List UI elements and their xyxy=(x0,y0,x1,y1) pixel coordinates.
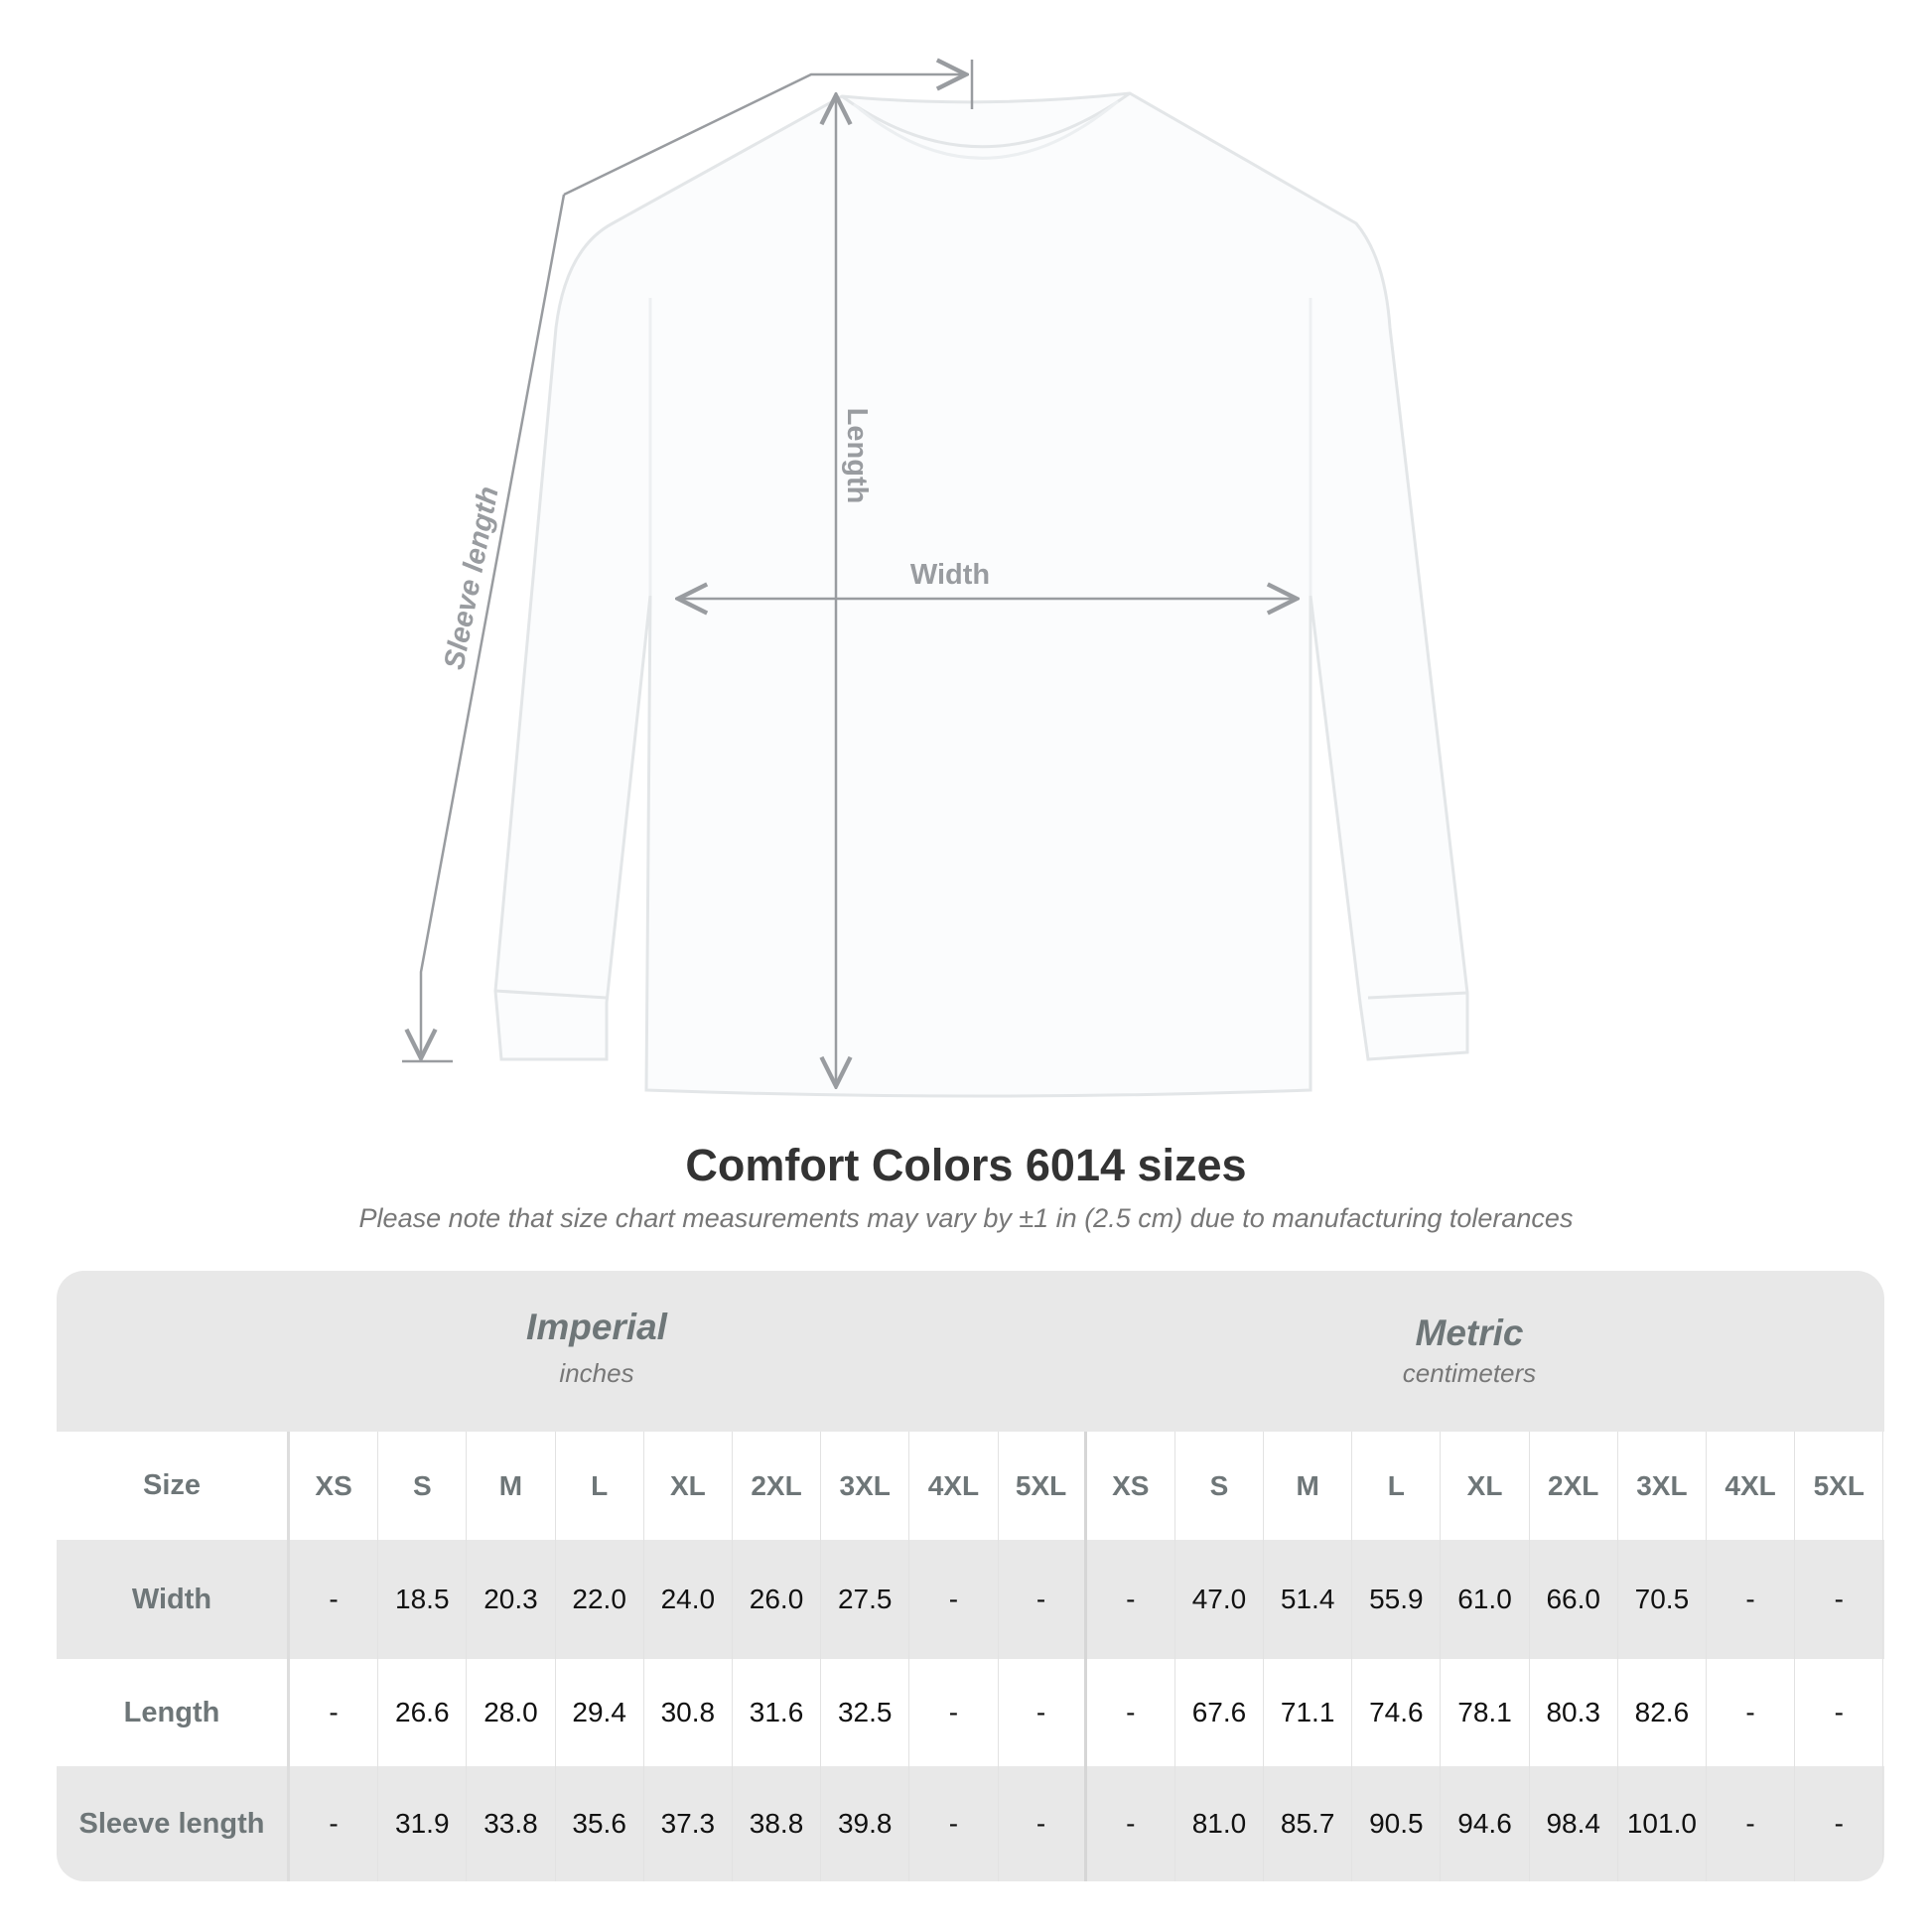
imperial-value-cell: 37.3 xyxy=(644,1766,733,1881)
metric-value-cell: - xyxy=(1707,1659,1796,1766)
table-row: Length -26.6 28.0 29.4 30.8 31.6 32.5- - -67.6 71… xyxy=(57,1659,1884,1766)
imperial-value-cell: 29.4 xyxy=(556,1659,644,1766)
imperial-value-cell: 31.6 xyxy=(733,1659,822,1766)
metric-value-cell: 82.6 xyxy=(1618,1659,1707,1766)
imperial-value-cell: 26.6 xyxy=(378,1659,468,1766)
imperial-value-cell: - xyxy=(290,1659,379,1766)
unit-header-band xyxy=(57,1271,1884,1432)
metric-value-cell: 81.0 xyxy=(1175,1766,1265,1881)
metric-value-cell: 80.3 xyxy=(1530,1659,1618,1766)
size-label: Size xyxy=(57,1432,290,1540)
size-header-metric-l: L xyxy=(1352,1432,1442,1540)
row-label: Width xyxy=(57,1540,290,1659)
size-header-imperial-4xl: 4XL xyxy=(909,1432,999,1540)
imperial-value-cell: - xyxy=(999,1659,1087,1766)
imperial-value-cell: 20.3 xyxy=(467,1540,556,1659)
imperial-value-cell: 28.0 xyxy=(467,1659,556,1766)
size-header-row: Size XS S M L XL 2XL 3XL 4XL 5XL XS S M L XL 2XL 3XL 4XL… xyxy=(57,1432,1884,1540)
imperial-value-cell: 31.9 xyxy=(378,1766,468,1881)
table-row: Sleeve length -31.9 33.8 35.6 37.3 38.8 39.8- -… xyxy=(57,1766,1884,1881)
size-table: Imperial inches Metric centimeters Size … xyxy=(57,1271,1884,1881)
metric-value-cell: 98.4 xyxy=(1530,1766,1618,1881)
metric-value-cell: - xyxy=(1087,1540,1175,1659)
metric-value-cell: 66.0 xyxy=(1530,1540,1618,1659)
metric-value-cell: - xyxy=(1795,1540,1884,1659)
shirt-image xyxy=(493,91,1469,1098)
sleeve-arrow xyxy=(421,194,566,1058)
size-header-imperial-5xl: 5XL xyxy=(999,1432,1087,1540)
size-header-metric-xs: XS xyxy=(1087,1432,1175,1540)
metric-unit: centimeters xyxy=(1402,1358,1537,1388)
imperial-unit: inches xyxy=(559,1358,634,1388)
metric-value-cell: 74.6 xyxy=(1352,1659,1442,1766)
size-header-imperial-l: L xyxy=(556,1432,644,1540)
metric-value-cell: - xyxy=(1087,1766,1175,1881)
size-header-imperial-s: S xyxy=(378,1432,468,1540)
imperial-value-cell: - xyxy=(290,1540,379,1659)
imperial-value-cell: - xyxy=(290,1766,379,1881)
imperial-value-cell: - xyxy=(999,1766,1087,1881)
metric-label: Metric xyxy=(1415,1312,1524,1353)
metric-value-cell: - xyxy=(1707,1766,1796,1881)
tolerance-note: Please note that size chart measurements… xyxy=(358,1203,1574,1233)
metric-value-cell: - xyxy=(1795,1659,1884,1766)
metric-value-cell: 85.7 xyxy=(1264,1766,1353,1881)
imperial-value-cell: 39.8 xyxy=(821,1766,910,1881)
size-header-metric-s: S xyxy=(1175,1432,1265,1540)
metric-value-cell: 94.6 xyxy=(1441,1766,1530,1881)
size-header-imperial-3xl: 3XL xyxy=(821,1432,910,1540)
metric-value-cell: 70.5 xyxy=(1618,1540,1707,1659)
metric-value-cell: 71.1 xyxy=(1264,1659,1353,1766)
metric-value-cell: 55.9 xyxy=(1352,1540,1442,1659)
size-header-imperial-2xl: 2XL xyxy=(733,1432,822,1540)
size-header-metric-4xl: 4XL xyxy=(1707,1432,1796,1540)
imperial-value-cell: - xyxy=(909,1766,999,1881)
size-header-imperial-m: M xyxy=(467,1432,556,1540)
page-title: Comfort Colors 6014 sizes xyxy=(685,1140,1247,1190)
metric-value-cell: 47.0 xyxy=(1175,1540,1265,1659)
metric-value-cell: 51.4 xyxy=(1264,1540,1353,1659)
imperial-value-cell: 38.8 xyxy=(733,1766,822,1881)
shirt-diagram: Length Width Sleeve length xyxy=(402,0,1469,1098)
imperial-header: Imperial inches xyxy=(348,1307,845,1389)
size-header-metric-3xl: 3XL xyxy=(1618,1432,1707,1540)
size-header-imperial-xl: XL xyxy=(644,1432,733,1540)
metric-value-cell: 101.0 xyxy=(1618,1766,1707,1881)
size-header-metric-5xl: 5XL xyxy=(1795,1432,1884,1540)
metric-value-cell: 67.6 xyxy=(1175,1659,1265,1766)
sleeve-arrow-top xyxy=(563,74,966,197)
length-label: Length xyxy=(841,408,873,504)
size-header-metric-m: M xyxy=(1264,1432,1353,1540)
imperial-value-cell: 30.8 xyxy=(644,1659,733,1766)
imperial-value-cell: 27.5 xyxy=(821,1540,910,1659)
imperial-value-cell: - xyxy=(999,1540,1087,1659)
metric-value-cell: - xyxy=(1707,1540,1796,1659)
imperial-label: Imperial xyxy=(526,1307,667,1347)
sleeve-length-label: Sleeve length xyxy=(439,483,505,672)
imperial-value-cell: 35.6 xyxy=(556,1766,644,1881)
size-header-metric-xl: XL xyxy=(1441,1432,1530,1540)
imperial-value-cell: - xyxy=(909,1540,999,1659)
imperial-value-cell: - xyxy=(909,1659,999,1766)
table-row: Width -18.5 20.3 22.0 24.0 26.0 27.5- - -47.0 51.… xyxy=(57,1540,1884,1659)
size-header-imperial-xs: XS xyxy=(290,1432,379,1540)
metric-value-cell: 78.1 xyxy=(1441,1659,1530,1766)
metric-value-cell: 61.0 xyxy=(1441,1540,1530,1659)
imperial-value-cell: 33.8 xyxy=(467,1766,556,1881)
metric-value-cell: 90.5 xyxy=(1352,1766,1442,1881)
metric-header: Metric centimeters xyxy=(1221,1312,1718,1389)
metric-value-cell: - xyxy=(1087,1659,1175,1766)
size-header-metric-2xl: 2XL xyxy=(1530,1432,1618,1540)
measure-lines xyxy=(402,60,1297,1086)
imperial-value-cell: 18.5 xyxy=(378,1540,468,1659)
metric-value-cell: - xyxy=(1795,1766,1884,1881)
imperial-value-cell: 22.0 xyxy=(556,1540,644,1659)
imperial-value-cell: 26.0 xyxy=(733,1540,822,1659)
row-label: Length xyxy=(57,1659,290,1766)
imperial-value-cell: 24.0 xyxy=(644,1540,733,1659)
row-label: Sleeve length xyxy=(57,1766,290,1881)
imperial-value-cell: 32.5 xyxy=(821,1659,910,1766)
width-label: Width xyxy=(910,559,990,591)
